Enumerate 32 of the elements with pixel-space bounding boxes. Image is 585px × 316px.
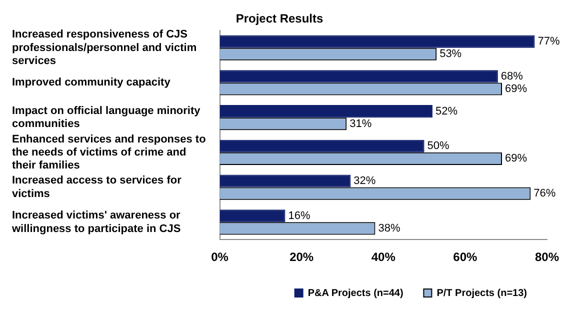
y-tick-label: Enhanced services and responses to the needs of victims of crime and their families (12, 133, 206, 172)
y-tick-label: Impact on official language minority communities (12, 105, 202, 130)
legend-label: P&A Projects (n=44) (308, 288, 404, 299)
y-tick-label: Increased access to services for victims (12, 174, 182, 200)
data-label: 16% (288, 210, 310, 222)
bar (220, 35, 535, 48)
bar (220, 174, 351, 188)
legend-label: P/T Projects (n=13) (436, 288, 528, 299)
bar (220, 70, 498, 83)
data-label: 77% (538, 36, 560, 48)
y-tick-label: Improved community capacity (12, 76, 172, 89)
x-tick-label: 20% (290, 250, 314, 264)
data-label: 31% (350, 118, 372, 130)
data-label: 50% (427, 140, 450, 152)
chart-title: Project Results (236, 12, 324, 26)
data-label: 69% (505, 152, 528, 165)
data-label: 76% (534, 188, 556, 200)
data-label: 53% (440, 48, 462, 60)
y-tick-label: Increased responsiveness of CJS professionals/personnel and victim services (12, 28, 197, 68)
x-tick-label: 0% (211, 250, 229, 264)
y-tick-label: Increased victims' awareness or willingness to participate in CJS (11, 210, 182, 235)
data-label: 69% (505, 83, 528, 96)
data-label: 32% (354, 175, 376, 188)
bar (220, 140, 424, 152)
bar (220, 210, 286, 222)
data-label: 38% (378, 222, 400, 234)
data-label: 52% (435, 105, 458, 118)
data-label: 68% (500, 70, 524, 82)
bar (220, 105, 432, 118)
x-tick-label: 80% (534, 250, 560, 264)
x-tick-label: 60% (453, 250, 478, 264)
x-tick-label: 40% (371, 250, 396, 264)
